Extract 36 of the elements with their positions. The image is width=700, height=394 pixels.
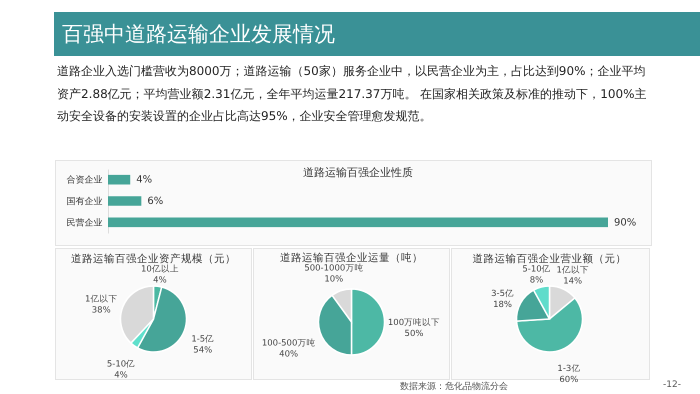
data-label: 10% [324,274,344,285]
data-label: 4% [114,370,128,381]
data-label: 18% [493,300,512,310]
slice-label: 5-10亿 [522,263,551,274]
chart-title: 道路运输百强企业资产规模（元） [71,252,236,265]
data-label: 14% [563,276,582,287]
slice-label: 5-10亿 [106,358,136,370]
y-tick-label: 国有企业 [66,196,102,207]
slice-label: 1-5亿 [191,334,214,344]
data-label: 90% [614,217,636,228]
slice-label: 500-1000万吨 [304,262,364,274]
slice-label: 100-500万吨 [262,337,316,348]
data-label: 6% [147,196,164,207]
slice-label: 1-3亿 [557,362,580,374]
data-label: 38% [92,305,111,316]
text: -12- [663,380,681,390]
data-label: 4% [136,174,152,186]
chart-title: 道路运输百强企业运量（吨） [280,251,423,264]
slice-label: 10亿以上 [140,263,179,274]
y-tick-label: 民营企业 [66,217,102,228]
data-label: 50% [404,329,424,339]
slice-label: 100万吨以下 [388,317,440,328]
data-label: 60% [559,374,578,385]
y-tick-label: 合资企业 [66,174,102,186]
data-label: 8% [530,275,544,286]
chart-title: 道路运输百强企业性质 [303,166,413,179]
slice-label: 1亿以下 [85,293,118,304]
text: 道路企业入选门槛营收为8000万；道路运输（50家）服务企业中，以民营企业为主，占比达到90%；企业平均资产2.88亿元；平均营业额2.31亿元，全年平均运量217.37万吨。 在国家相关政策及标准的推动下，100%主动安全设备的安装设置的企业占比高达95%，企业安全管理愈发规范。 [57,63,648,125]
chart-title: 道路运输百强企业营业额（元） [472,252,626,265]
slice-label: 3-5亿 [491,288,514,300]
data-label: 4% [153,275,167,286]
text: 百强中道路运输企业发展情况 [54,12,700,56]
slice-label: 1亿以下 [556,264,589,276]
source-note: 数据来源：危化品物流分会 [400,380,508,393]
data-label: 54% [193,346,212,356]
data-label: 40% [279,349,298,360]
